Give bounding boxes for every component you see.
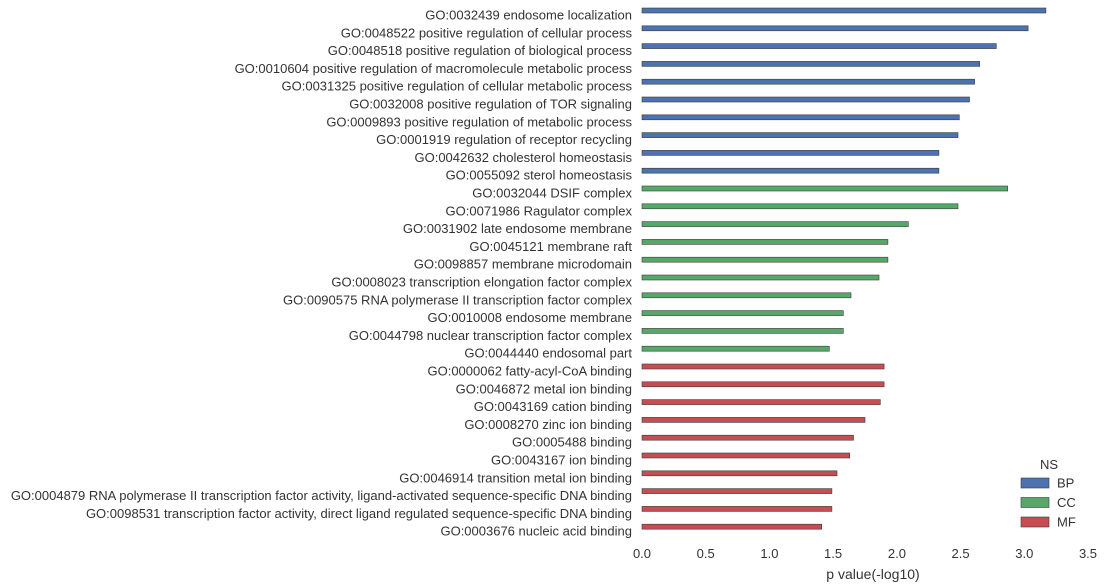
category-labels: GO:0032439 endosome localization GO:00485… (11, 8, 633, 539)
category-label-15: GO:0098857 membrane microdomain (414, 257, 632, 272)
bar-7 (641, 114, 960, 121)
legend-label-mf: MF (1057, 515, 1076, 530)
category-label-10: GO:0055092 sterol homeostasis (446, 168, 633, 183)
bar-22 (641, 381, 885, 388)
bar-21 (641, 363, 885, 370)
bar-2 (641, 25, 1029, 32)
bar-4 (641, 61, 981, 67)
bar-15 (641, 256, 889, 263)
category-label-27: GO:0046914 transition metal ion binding (399, 470, 632, 485)
category-label-28: GO:0004879 RNA polymerase II transcripti… (11, 488, 632, 503)
category-label-29: GO:0098531 transcription factor activity… (86, 506, 632, 521)
bar-13 (641, 221, 909, 227)
category-label-23: GO:0043169 cation binding (474, 399, 632, 414)
category-label-30: GO:0003676 nucleic acid binding (440, 524, 632, 539)
bar-12 (641, 203, 959, 210)
bar-18 (641, 310, 844, 316)
category-label-9: GO:0042632 cholesterol homeostasis (414, 150, 632, 165)
category-label-16: GO:0008023 transcription elongation fact… (331, 275, 632, 290)
bar-28 (641, 488, 833, 494)
category-label-4: GO:0010604 positive regulation of macrom… (235, 61, 633, 76)
bar-27 (641, 470, 838, 477)
bar-16 (641, 274, 880, 281)
x-tick-label-4: 1.5 (824, 546, 842, 561)
legend-swatch-cc (1020, 497, 1050, 508)
category-label-1: GO:0032439 endosome localization (425, 8, 632, 23)
category-label-18: GO:0010008 endosome membrane (427, 310, 632, 325)
legend: NS BP CC MF (1020, 457, 1076, 530)
bar-3 (641, 43, 997, 49)
category-label-14: GO:0045121 membrane raft (469, 239, 632, 254)
bar-17 (641, 292, 852, 299)
category-label-25: GO:0005488 binding (512, 435, 632, 450)
legend-swatch-mf (1020, 516, 1050, 528)
category-label-13: GO:0031902 late endosome membrane (403, 221, 632, 236)
bar-23 (641, 399, 881, 405)
category-label-8: GO:0001919 regulation of receptor recycl… (376, 132, 632, 147)
bar-24 (641, 417, 866, 423)
legend-label-bp: BP (1057, 476, 1074, 491)
legend-swatch-bp (1020, 477, 1050, 489)
x-tick-label-2: 0.5 (697, 546, 715, 561)
bar-6 (641, 96, 970, 103)
x-tick-label-8: 3.5 (1079, 546, 1097, 561)
x-axis-title: p value(-log10) (826, 566, 919, 582)
bars-layer (641, 7, 1047, 530)
category-label-12: GO:0071986 Ragulator complex (446, 203, 633, 218)
category-label-6: GO:0032008 positive regulation of TOR si… (349, 97, 632, 112)
bar-1 (641, 7, 1047, 14)
legend-entries: BP CC MF (1020, 476, 1076, 530)
bar-8 (641, 132, 959, 138)
bar-5 (641, 78, 975, 85)
category-label-3: GO:0048518 positive regulation of biolog… (328, 43, 633, 58)
legend-label-cc: CC (1057, 495, 1076, 510)
bar-14 (641, 239, 889, 245)
category-label-20: GO:0044440 endosomal part (464, 346, 632, 361)
category-label-2: GO:0048522 positive regulation of cellul… (341, 25, 633, 40)
category-label-17: GO:0090575 RNA polymerase II transcripti… (283, 292, 632, 307)
x-tick-label-1: 0.0 (633, 546, 651, 561)
category-label-19: GO:0044798 nuclear transcription factor … (349, 328, 633, 343)
bar-26 (641, 452, 850, 459)
bar-9 (641, 150, 940, 156)
category-label-22: GO:0046872 metal ion binding (456, 381, 632, 396)
category-label-7: GO:0009893 positive regulation of metabo… (326, 114, 632, 129)
legend-title: NS (1040, 457, 1058, 472)
bar-25 (641, 434, 854, 441)
bar-10 (641, 167, 940, 174)
x-tick-label-7: 3.0 (1015, 546, 1033, 561)
category-label-21: GO:0000062 fatty-acyl-CoA binding (427, 364, 632, 379)
category-label-24: GO:0008270 zinc ion binding (464, 417, 632, 432)
x-tick-label-3: 1.0 (760, 546, 778, 561)
bar-30 (641, 523, 822, 530)
category-label-5: GO:0031325 positive regulation of cellul… (282, 79, 633, 94)
bar-29 (641, 506, 833, 512)
category-label-26: GO:0043167 ion binding (491, 453, 632, 468)
bar-19 (641, 328, 844, 334)
x-tick-label-6: 2.5 (952, 546, 970, 561)
x-axis-ticks: 0.0 0.5 1.0 1.5 2.0 2.5 3.0 3.5 (633, 546, 1097, 561)
x-tick-label-5: 2.0 (888, 546, 906, 561)
bar-20 (641, 345, 830, 352)
category-label-11: GO:0032044 DSIF complex (472, 186, 632, 201)
bar-11 (641, 185, 1009, 192)
